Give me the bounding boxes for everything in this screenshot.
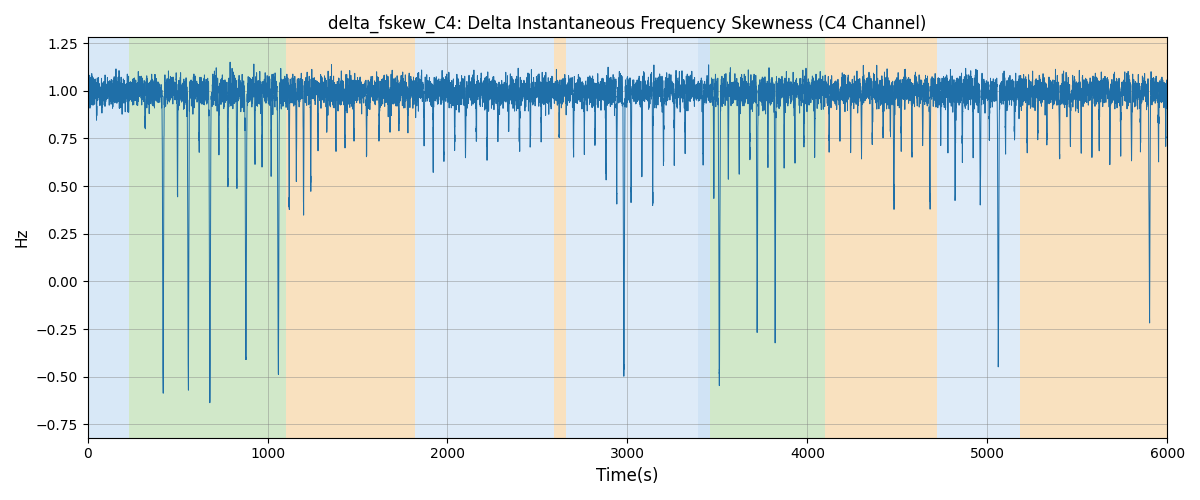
Bar <box>415 38 553 438</box>
X-axis label: Time(s): Time(s) <box>596 467 659 485</box>
Title: delta_fskew_C4: Delta Instantaneous Frequency Skewness (C4 Channel): delta_fskew_C4: Delta Instantaneous Freq… <box>329 15 926 34</box>
Bar <box>286 38 415 438</box>
Bar <box>88 38 128 438</box>
Bar <box>566 38 697 438</box>
Bar <box>937 38 1020 438</box>
Bar <box>826 38 937 438</box>
Bar <box>1020 38 1168 438</box>
Bar <box>710 38 826 438</box>
Y-axis label: Hz: Hz <box>14 228 30 248</box>
Bar <box>553 38 566 438</box>
Bar <box>697 38 710 438</box>
Bar <box>128 38 286 438</box>
